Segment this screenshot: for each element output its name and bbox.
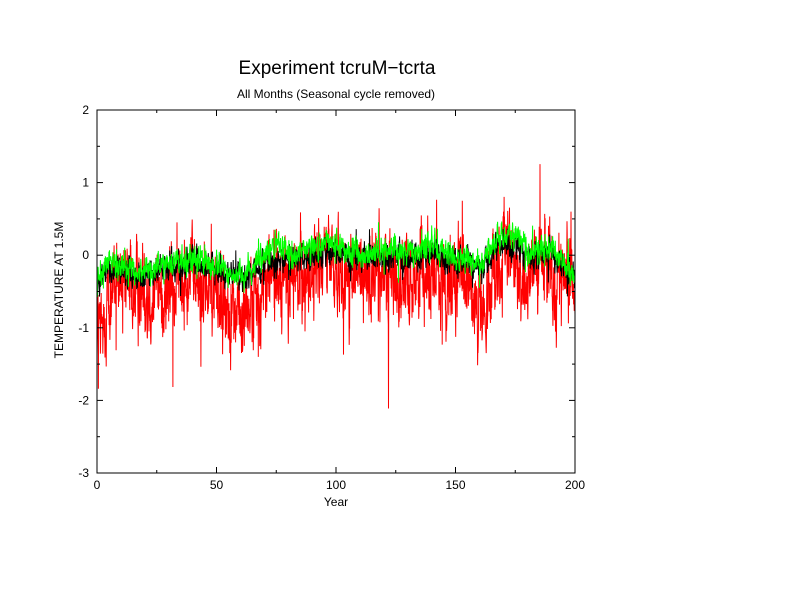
y-tick-label: -2 (78, 393, 89, 407)
x-tick-label: 0 (94, 478, 101, 492)
y-tick-label: 1 (82, 176, 89, 190)
series-line (96, 221, 576, 298)
y-tick-label: -1 (78, 321, 89, 335)
series-layer (96, 164, 576, 409)
y-tick-label: 2 (82, 103, 89, 117)
x-tick-label: 100 (326, 478, 346, 492)
ticks-layer: 0 50 100 150 200 -3 -2 -1 0 1 2 (78, 103, 585, 492)
chart-title: Experiment tcruM−tcrta (239, 58, 436, 79)
x-axis-label: Year (324, 495, 348, 509)
y-tick-label: 0 (82, 248, 89, 262)
x-tick-label: 150 (445, 478, 465, 492)
x-tick-label: 200 (565, 478, 585, 492)
y-tick-label: -3 (78, 466, 89, 480)
series-line (96, 164, 576, 409)
chart-subtitle: All Months (Seasonal cycle removed) (237, 87, 435, 101)
x-tick-label: 50 (210, 478, 224, 492)
y-axis-label: TEMPERATURE AT 1.5M (52, 222, 66, 359)
